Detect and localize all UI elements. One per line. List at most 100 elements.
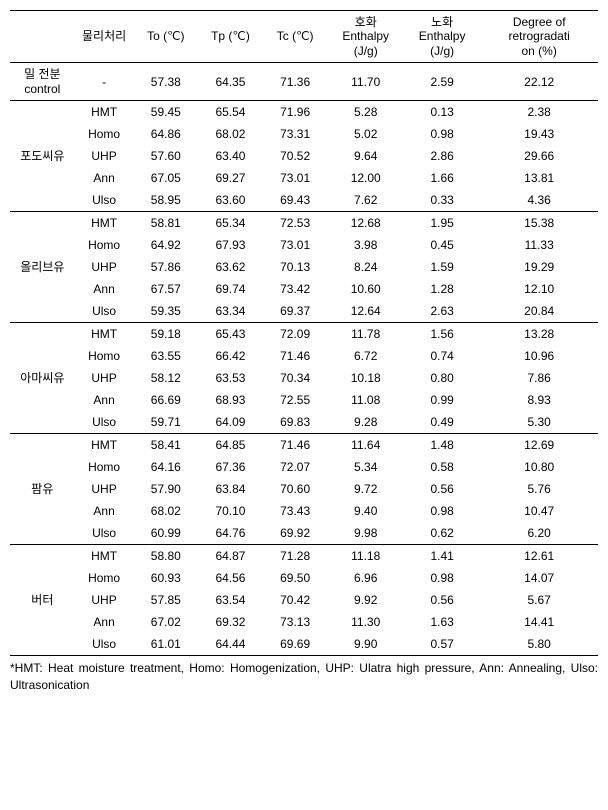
cell-treat: Homo [75,234,134,256]
cell-deg: 22.12 [480,63,598,101]
cell-tp: 65.34 [198,211,263,234]
header-tc: Tc (℃) [263,11,328,63]
header-e2-l3: (J/g) [430,44,454,58]
header-degree: Degree of retrogradati on (%) [480,11,598,63]
table-row: Ann66.6968.9372.5511.080.998.93 [10,389,598,411]
cell-to: 61.01 [133,633,198,656]
cell-treat: Homo [75,123,134,145]
table-row: UHP58.1263.5370.3410.180.807.86 [10,367,598,389]
cell-tc: 73.31 [263,123,328,145]
cell-e2: 0.80 [404,367,480,389]
table-row: Homo64.8668.0273.315.020.9819.43 [10,123,598,145]
cell-e1: 5.28 [327,100,403,123]
cell-tp: 65.54 [198,100,263,123]
header-to: To (℃) [133,11,198,63]
cell-e2: 0.62 [404,522,480,545]
cell-deg: 13.28 [480,322,598,345]
cell-to: 60.99 [133,522,198,545]
cell-e2: 0.56 [404,478,480,500]
cell-tp: 65.43 [198,322,263,345]
table-row: Homo64.1667.3672.075.340.5810.80 [10,456,598,478]
header-e1-l3: (J/g) [354,44,378,58]
cell-e1: 9.64 [327,145,403,167]
header-e1-l2: Enthalpy [342,29,389,43]
cell-tc: 70.60 [263,478,328,500]
cell-tp: 63.60 [198,189,263,212]
cell-treat: UHP [75,145,134,167]
cell-deg: 14.07 [480,567,598,589]
cell-tc: 71.46 [263,345,328,367]
cell-deg: 14.41 [480,611,598,633]
cell-tp: 68.93 [198,389,263,411]
table-row: UHP57.8663.6270.138.241.5919.29 [10,256,598,278]
cell-treat: HMT [75,544,134,567]
category-cell: 버터 [10,544,75,655]
cell-tp: 64.35 [198,63,263,101]
cell-tp: 63.84 [198,478,263,500]
cell-tc: 69.50 [263,567,328,589]
table-body: 밀 전분control-57.3864.3571.3611.702.5922.1… [10,63,598,656]
table-row: Ann68.0270.1073.439.400.9810.47 [10,500,598,522]
cell-tc: 70.52 [263,145,328,167]
table-row: 포도씨유HMT59.4565.5471.965.280.132.38 [10,100,598,123]
cell-e2: 2.86 [404,145,480,167]
cell-e2: 1.63 [404,611,480,633]
cell-treat: Ulso [75,633,134,656]
cell-e1: 8.24 [327,256,403,278]
cell-tc: 73.43 [263,500,328,522]
cell-deg: 12.10 [480,278,598,300]
cell-treat: UHP [75,367,134,389]
cell-e1: 3.98 [327,234,403,256]
cell-to: 58.95 [133,189,198,212]
cell-e2: 1.48 [404,433,480,456]
cell-treat: Ulso [75,300,134,323]
cell-tc: 73.42 [263,278,328,300]
cell-e1: 12.68 [327,211,403,234]
category-cell: 포도씨유 [10,100,75,211]
cell-e2: 1.59 [404,256,480,278]
cell-tc: 69.83 [263,411,328,434]
cell-tc: 71.96 [263,100,328,123]
cell-to: 64.92 [133,234,198,256]
cell-to: 57.86 [133,256,198,278]
cell-tp: 64.87 [198,544,263,567]
table-row: Ulso58.9563.6069.437.620.334.36 [10,189,598,212]
cell-e2: 2.63 [404,300,480,323]
cell-tp: 64.85 [198,433,263,456]
cell-tp: 69.27 [198,167,263,189]
cell-to: 57.85 [133,589,198,611]
cell-e1: 7.62 [327,189,403,212]
cell-to: 64.16 [133,456,198,478]
cell-e1: 11.30 [327,611,403,633]
cell-e2: 0.49 [404,411,480,434]
table-row: UHP57.6063.4070.529.642.8629.66 [10,145,598,167]
cell-e1: 11.18 [327,544,403,567]
cell-deg: 5.67 [480,589,598,611]
cell-tp: 70.10 [198,500,263,522]
cell-deg: 5.76 [480,478,598,500]
cell-to: 57.60 [133,145,198,167]
table-row: Ulso60.9964.7669.929.980.626.20 [10,522,598,545]
cell-tc: 69.69 [263,633,328,656]
cell-deg: 5.30 [480,411,598,434]
cell-treat: HMT [75,433,134,456]
cell-tc: 70.42 [263,589,328,611]
header-deg-l1: Degree of [513,15,566,29]
cell-tc: 72.09 [263,322,328,345]
cell-treat: Ann [75,500,134,522]
cell-tp: 67.36 [198,456,263,478]
cell-treat: Ulso [75,411,134,434]
header-e2-l1: 노화 [431,15,453,29]
cell-e1: 9.72 [327,478,403,500]
header-e2-l2: Enthalpy [419,29,466,43]
cell-e1: 10.18 [327,367,403,389]
cell-deg: 11.33 [480,234,598,256]
footnote: *HMT: Heat moisture treatment, Homo: Hom… [10,660,598,694]
cell-tp: 64.44 [198,633,263,656]
cell-deg: 19.29 [480,256,598,278]
cell-to: 67.02 [133,611,198,633]
table-row: Ulso59.3563.3469.3712.642.6320.84 [10,300,598,323]
cell-tp: 63.40 [198,145,263,167]
data-table: 물리처리 To (℃) Tp (℃) Tc (℃) 호화 Enthalpy (J… [10,10,598,656]
cell-to: 64.86 [133,123,198,145]
